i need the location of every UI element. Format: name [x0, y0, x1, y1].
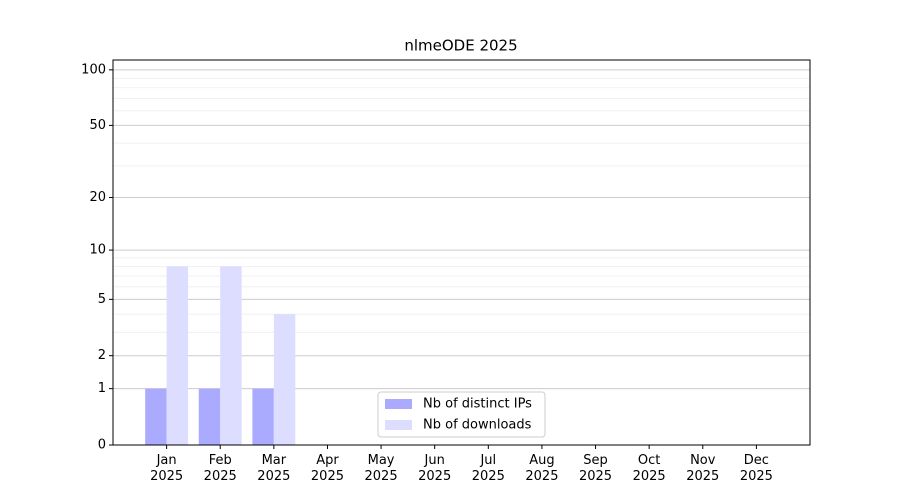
bar — [166, 266, 189, 445]
legend-swatch — [385, 399, 412, 409]
legend: Nb of distinct IPs Nb of downloads — [377, 391, 546, 438]
x-tick-label: Jul 2025 — [471, 453, 505, 484]
x-tick-label: Mar 2025 — [257, 453, 291, 484]
y-tick-label: 1 — [98, 381, 106, 396]
legend-swatch — [385, 420, 412, 430]
x-tick-label: Feb 2025 — [203, 453, 237, 484]
x-tick-label: Sep 2025 — [578, 453, 613, 484]
y-tick-label: 0 — [98, 438, 106, 453]
plot-frame — [112, 59, 811, 446]
bar — [252, 388, 274, 445]
x-tick-label: Oct 2025 — [632, 453, 666, 484]
x-tick-label: Jan 2025 — [150, 453, 184, 484]
y-tick-label: 100 — [81, 62, 106, 77]
chart-title: nlmeODE 2025 — [404, 37, 517, 55]
bar — [198, 388, 221, 445]
y-tick-label: 20 — [89, 190, 106, 205]
legend-frame — [377, 391, 546, 438]
bar — [145, 388, 167, 445]
x-tick-label: May 2025 — [364, 453, 398, 484]
y-tick-label: 50 — [89, 118, 106, 133]
x-tick-label: Jun 2025 — [418, 453, 452, 484]
x-tick-label: Aug 2025 — [525, 453, 559, 484]
y-tick-label: 2 — [98, 348, 106, 363]
bar — [220, 266, 242, 445]
y-tick-label: 10 — [89, 243, 106, 258]
bar — [273, 314, 296, 445]
y-tick-label: 5 — [98, 292, 106, 307]
legend-label: Nb of downloads — [423, 418, 532, 433]
x-tick-label: Apr 2025 — [310, 453, 344, 484]
x-tick-label: Nov 2025 — [686, 453, 720, 484]
legend-label: Nb of distinct IPs — [423, 397, 532, 412]
x-tick-label: Dec 2025 — [739, 453, 773, 484]
